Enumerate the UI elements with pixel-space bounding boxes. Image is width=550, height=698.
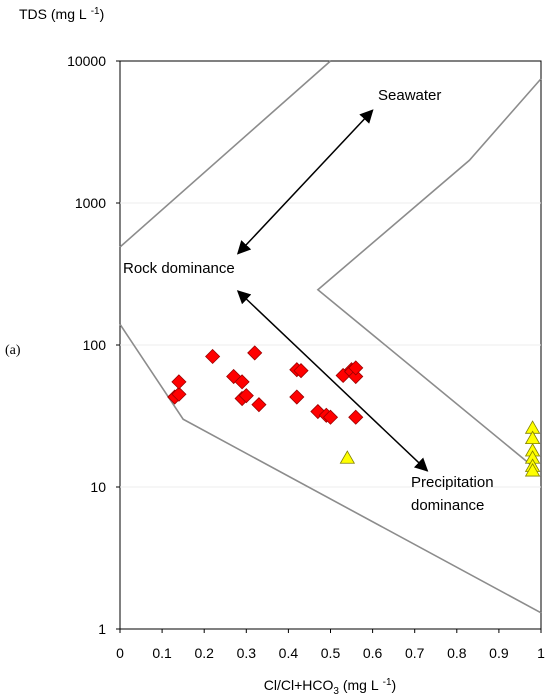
diamond-point [289, 389, 305, 405]
x-tick-labels: 0 0.1 0.2 0.3 0.4 0.5 0.6 0.7 0.8 0.9 1 [116, 629, 545, 661]
x-tick-label: 0.7 [405, 645, 425, 661]
y-tick-label: 1 [98, 621, 106, 637]
y-tick-label: 1000 [75, 195, 106, 211]
x-tick-label: 0.5 [321, 645, 341, 661]
y-tick-label: 10000 [67, 53, 106, 69]
boundary-line [119, 323, 542, 614]
diamond-point [205, 348, 221, 365]
x-tick-label: 0.4 [279, 645, 299, 661]
seawater-label: Seawater [378, 87, 441, 104]
x-tick-label: 1 [537, 645, 545, 661]
x-tick-label: 0.6 [363, 645, 383, 661]
x-tick-label: 0.2 [194, 645, 214, 661]
data-points [167, 345, 541, 477]
diamond-point [238, 388, 254, 404]
diamond-point [171, 374, 187, 390]
diamond-point [251, 397, 267, 413]
triangle-point [524, 463, 541, 477]
y-tick-label: 100 [83, 337, 107, 353]
x-tick-label: 0 [116, 645, 124, 661]
diamond-point [348, 360, 364, 376]
diamond-point [171, 386, 187, 402]
precipitation-label-line2: dominance [411, 497, 484, 514]
diamond-point [348, 409, 364, 425]
dominance-arrows [236, 109, 429, 472]
x-axis-title: Cl/Cl+HCO3 (mg L -1) [264, 677, 396, 697]
y-tick-labels: 1 10 100 1000 10000 [67, 53, 120, 637]
boundary-lines [119, 60, 542, 614]
x-tick-label: 0.3 [237, 645, 257, 661]
x-tick-label: 0.1 [152, 645, 172, 661]
precipitation-label-line1: Precipitation [411, 474, 494, 491]
gridlines [120, 202, 541, 488]
diamond-point [247, 345, 263, 361]
rock-dominance-label: Rock dominance [123, 260, 235, 277]
y-axis-title: TDS (mg L -1) [19, 6, 104, 22]
x-tick-label: 0.9 [489, 645, 509, 661]
panel-label: (a) [5, 343, 21, 358]
boundary-line [316, 78, 542, 467]
y-tick-label: 10 [90, 479, 106, 495]
boundary-line [119, 60, 332, 248]
double-arrow [236, 109, 374, 255]
double-arrow [236, 290, 429, 472]
diamond-point [293, 363, 309, 379]
diamond-point [234, 374, 250, 390]
triangle-point [339, 450, 356, 464]
diamond-point [348, 368, 364, 385]
diamond-point [322, 409, 339, 425]
x-tick-label: 0.8 [447, 645, 467, 661]
